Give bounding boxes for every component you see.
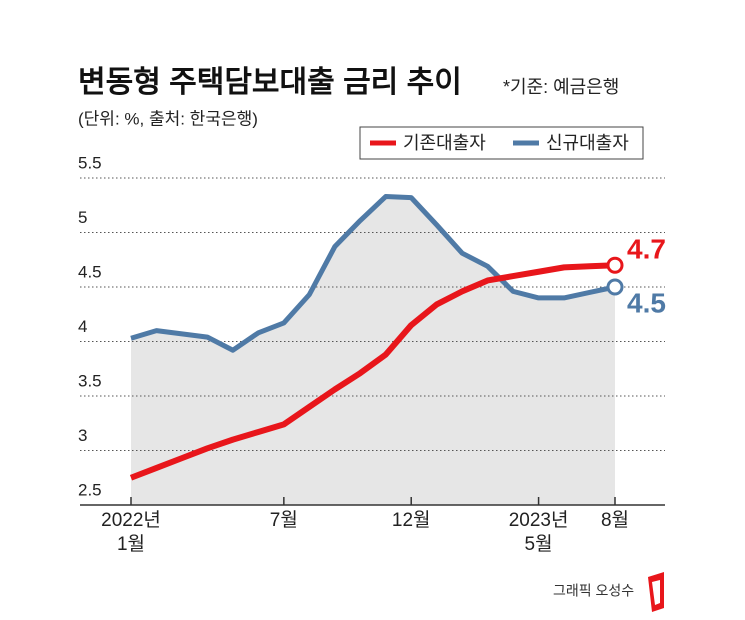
chart-title: 변동형 주택담보대출 금리 추이 [78, 66, 462, 99]
x-tick-label: 8월 [600, 510, 630, 531]
y-tick-label: 5 [78, 208, 87, 227]
legend-label: 신규대출자 [546, 133, 629, 153]
y-tick-label: 4 [78, 317, 87, 336]
legend-box [359, 126, 644, 160]
x-tick-label: 7월 [269, 510, 298, 531]
series-line [130, 194, 616, 353]
x-tick-label: 2022년 1월 [101, 510, 161, 555]
y-tick-label: 3.5 [78, 371, 102, 390]
y-tick-label: 3 [78, 426, 87, 445]
end-point [606, 256, 624, 274]
x-tick-label: 2023년 5월 [508, 510, 569, 555]
logo [648, 572, 664, 612]
note: *기준: 예금은행 [503, 77, 619, 97]
series-line [129, 262, 616, 481]
data-label: 4.7 [627, 234, 666, 265]
end-point [606, 278, 624, 296]
x-tick-label: 12월 [391, 510, 431, 531]
credit: 그래픽 오성수 [553, 583, 634, 599]
data-label: 4.5 [627, 287, 666, 318]
y-tick-label: 4.5 [78, 262, 102, 281]
y-tick-label: 5.5 [78, 153, 102, 172]
subtitle: (단위: %, 출처: 한국은행) [78, 109, 258, 128]
legend-label: 기존대출자 [403, 133, 486, 153]
area [131, 196, 615, 505]
y-tick-label: 2.5 [78, 480, 102, 499]
